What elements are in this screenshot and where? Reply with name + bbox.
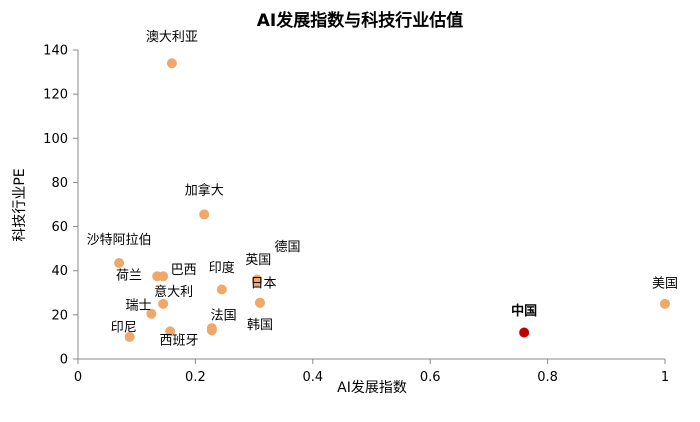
point-label: 日本 — [250, 276, 276, 291]
data-point — [519, 327, 530, 338]
data-point — [158, 271, 169, 282]
y-tick-label: 40 — [51, 264, 68, 279]
y-tick-label: 80 — [51, 176, 68, 191]
x-tick-label: 0 — [74, 370, 82, 385]
x-tick-label: 0.6 — [420, 370, 441, 385]
data-point — [165, 326, 176, 337]
y-tick-label: 20 — [51, 308, 68, 323]
data-point — [254, 297, 265, 308]
point-label: 加拿大 — [185, 183, 224, 199]
y-tick-label: 0 — [60, 353, 68, 368]
x-tick-label: 1 — [661, 370, 669, 385]
chart-title: AI发展指数与科技行业估值 — [257, 10, 463, 31]
point-label: 印度 — [209, 260, 235, 276]
point-label: 沙特阿拉伯 — [87, 233, 152, 248]
data-point — [124, 331, 135, 342]
data-point — [146, 308, 157, 319]
point-label: 英国 — [245, 253, 271, 268]
data-point — [216, 284, 227, 295]
point-label: 韩国 — [247, 318, 273, 333]
point-label: 澳大利亚 — [146, 29, 198, 45]
data-point — [252, 274, 263, 285]
y-tick-label: 60 — [51, 220, 68, 235]
data-point — [199, 209, 210, 220]
y-tick-label: 120 — [43, 88, 68, 103]
x-tick-label: 0.2 — [185, 370, 206, 385]
point-label: 巴西 — [171, 263, 197, 278]
point-label: 西班牙 — [159, 334, 198, 349]
y-axis-label: 科技行业PE — [12, 168, 28, 241]
x-tick-label: 0.8 — [537, 370, 558, 385]
point-label: 瑞士 — [125, 298, 151, 313]
chart-points — [114, 58, 670, 342]
data-point — [166, 58, 177, 69]
point-label: 法国 — [211, 308, 237, 323]
chart-axes: 0 20 40 60 80 100 120 140 0 0.2 0.4 0.6 0.8 1 — [43, 44, 669, 386]
point-label: 荷兰 — [116, 269, 142, 284]
y-tick-label: 100 — [43, 132, 68, 147]
y-tick-label: 140 — [43, 44, 68, 59]
data-point — [206, 325, 217, 336]
data-point — [158, 298, 169, 309]
point-label: 印尼 — [111, 320, 137, 335]
data-point — [114, 257, 125, 268]
point-label: 德国 — [275, 240, 301, 255]
point-label: 意大利 — [154, 284, 193, 300]
x-tick-label: 0.4 — [302, 370, 323, 385]
x-axis-label: AI发展指数 — [337, 380, 407, 396]
point-label: 中国 — [511, 303, 537, 319]
data-point — [660, 298, 670, 309]
point-label: 美国 — [652, 276, 678, 291]
